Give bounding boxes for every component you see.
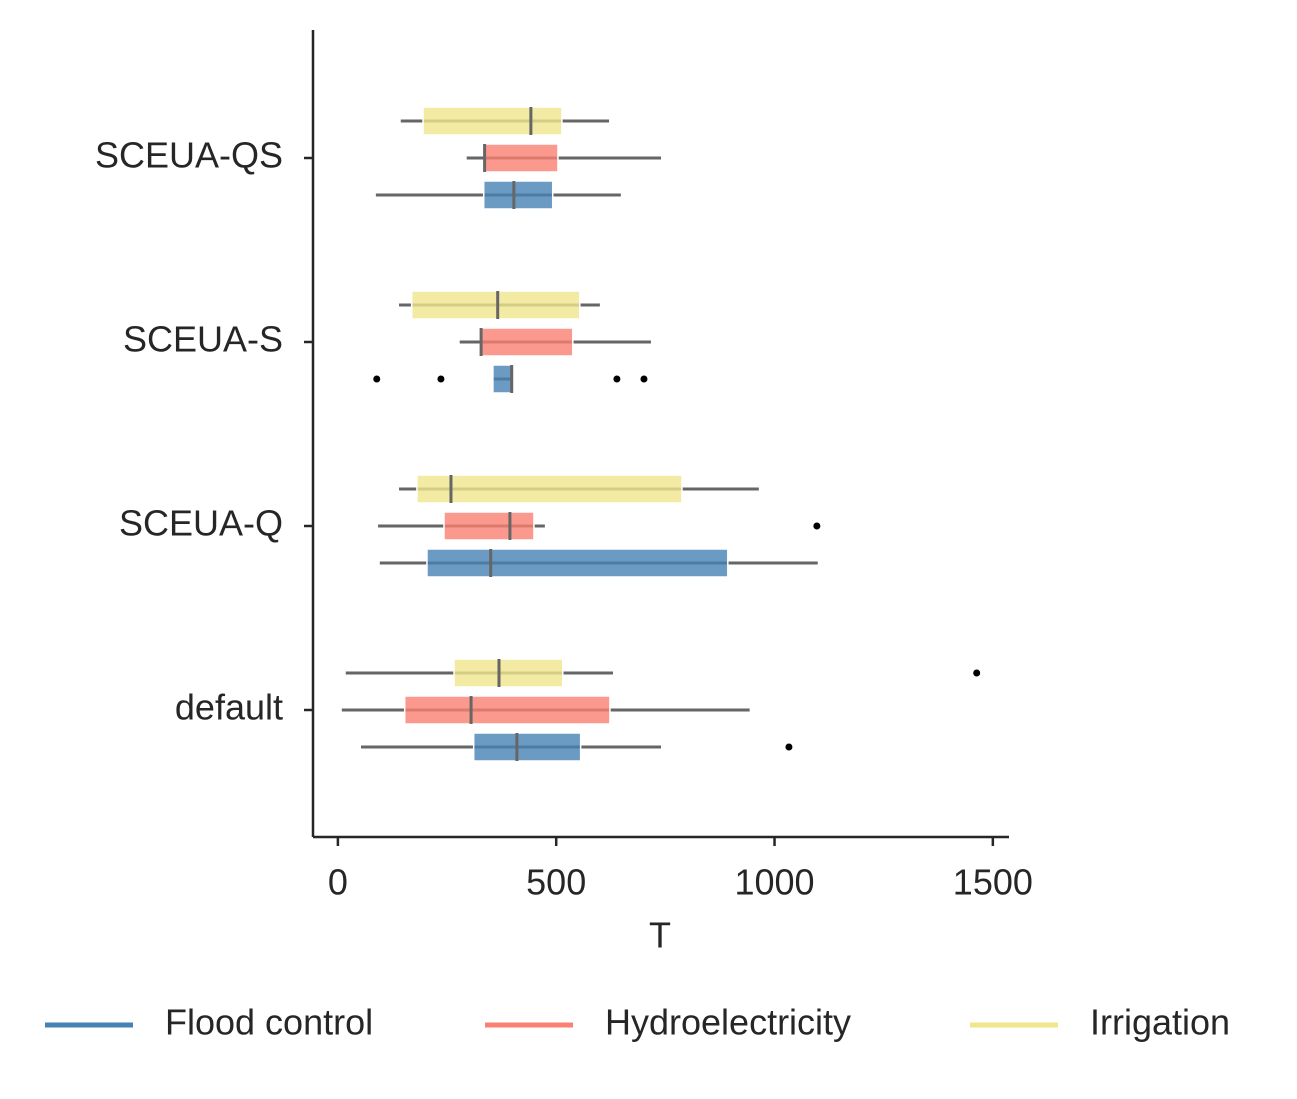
box: [416, 474, 683, 504]
box: [443, 511, 535, 541]
outlier: [813, 522, 821, 530]
box: [403, 695, 611, 725]
x-axis-label: T: [649, 915, 671, 956]
outlier: [640, 375, 648, 383]
legend-label: Flood control: [165, 1002, 373, 1043]
legend-label: Hydroelectricity: [605, 1002, 851, 1043]
x-tick-label: 0: [328, 862, 348, 903]
box: [410, 290, 581, 320]
outlier: [785, 743, 793, 751]
box: [482, 180, 554, 210]
x-tick-label: 1000: [734, 862, 814, 903]
box: [472, 732, 582, 762]
y-tick-label: SCEUA-S: [123, 319, 283, 360]
x-tick-label: 500: [526, 862, 586, 903]
legend-label: Irrigation: [1090, 1002, 1230, 1043]
box: [426, 548, 729, 578]
outlier: [373, 375, 381, 383]
y-tick-label: SCEUA-QS: [95, 135, 283, 176]
box: [422, 106, 563, 136]
box: [492, 364, 515, 394]
box: [453, 658, 564, 688]
y-tick-label: default: [175, 687, 283, 728]
x-tick-label: 1500: [953, 862, 1033, 903]
outlier: [973, 669, 981, 677]
outlier: [437, 375, 445, 383]
box: [480, 327, 574, 357]
box: [483, 143, 559, 173]
y-tick-label: SCEUA-Q: [119, 503, 283, 544]
outlier: [613, 375, 621, 383]
